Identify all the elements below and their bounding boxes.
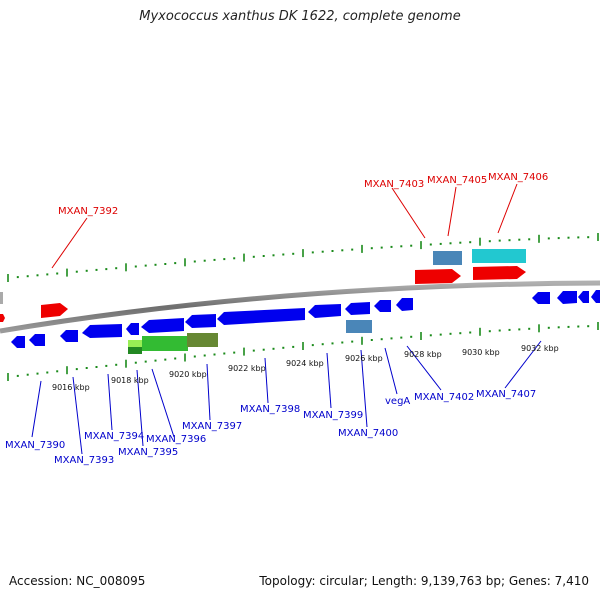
gene-arrow[interactable] xyxy=(29,334,45,346)
gene-block[interactable] xyxy=(128,347,142,354)
gene-label[interactable]: MXAN_7407 xyxy=(476,389,536,400)
scale-label: 9016 kbp xyxy=(52,383,90,392)
genome-summary: Topology: circular; Length: 9,139,763 bp… xyxy=(259,574,589,588)
scale-label: 9032 kbp xyxy=(521,344,559,353)
reverse-gene-labels: MXAN_7390 MXAN_7393 MXAN_7394 MXAN_7395 … xyxy=(5,389,536,466)
scale-label: 9022 kbp xyxy=(228,364,266,373)
gene-block[interactable] xyxy=(472,249,526,263)
genome-backbone xyxy=(0,280,600,334)
forward-tick-track xyxy=(7,233,599,282)
gene-label[interactable]: MXAN_7405 xyxy=(427,175,487,186)
forward-gene-labels: MXAN_7392 MXAN_7403 MXAN_7405 MXAN_7406 xyxy=(58,172,548,217)
gene-label[interactable]: MXAN_7399 xyxy=(303,410,363,421)
gene-arrow[interactable] xyxy=(217,308,305,325)
scale-label: 9024 kbp xyxy=(286,359,324,368)
gene-label[interactable]: MXAN_7400 xyxy=(338,428,398,439)
accession-label: Accession: NC_008095 xyxy=(9,574,146,588)
gene-label[interactable]: MXAN_7398 xyxy=(240,404,300,415)
scale-labels: 9016 kbp 9018 kbp 9020 kbp 9022 kbp 9024… xyxy=(52,344,559,392)
gene-label[interactable]: MXAN_7406 xyxy=(488,172,548,183)
gene-arrow[interactable] xyxy=(415,269,461,284)
gene-arrow[interactable] xyxy=(11,336,25,348)
gene-arrow[interactable] xyxy=(126,323,139,335)
gene-arrow[interactable] xyxy=(41,303,68,318)
gene-arrow[interactable] xyxy=(557,291,577,304)
gene-label[interactable]: MXAN_7396 xyxy=(146,434,206,445)
gene-arrow[interactable] xyxy=(0,314,5,322)
scale-label: 9020 kbp xyxy=(169,370,207,379)
gene-fragment xyxy=(0,292,3,304)
gene-arrow[interactable] xyxy=(82,324,122,338)
scale-label: 9028 kbp xyxy=(404,350,442,359)
gene-block[interactable] xyxy=(142,336,188,351)
scale-label: 9018 kbp xyxy=(111,376,149,385)
gene-arrow[interactable] xyxy=(578,291,589,303)
gene-arrow[interactable] xyxy=(185,314,216,328)
gene-block[interactable] xyxy=(346,320,372,333)
gene-label[interactable]: vegA xyxy=(385,396,410,407)
gene-arrow[interactable] xyxy=(60,330,78,342)
gene-label[interactable]: MXAN_7397 xyxy=(182,421,242,432)
reverse-genes xyxy=(11,290,600,354)
label-leader-lines xyxy=(31,183,542,455)
gene-label[interactable]: MXAN_7402 xyxy=(414,392,474,403)
gene-arrow[interactable] xyxy=(345,302,370,315)
gene-arrow[interactable] xyxy=(141,318,184,333)
scale-tick-track xyxy=(7,322,599,381)
gene-arrow[interactable] xyxy=(473,266,526,280)
gene-label[interactable]: MXAN_7403 xyxy=(364,179,424,190)
gene-arrow[interactable] xyxy=(396,298,413,311)
gene-arrow[interactable] xyxy=(591,290,600,303)
gene-block[interactable] xyxy=(433,251,462,265)
genome-title: Myxococcus xanthus DK 1622, complete gen… xyxy=(139,9,461,24)
gene-block[interactable] xyxy=(187,333,218,347)
gene-label[interactable]: MXAN_7395 xyxy=(118,447,178,458)
gene-label[interactable]: MXAN_7393 xyxy=(54,455,114,466)
gene-arrow[interactable] xyxy=(308,304,341,318)
scale-label: 9026 kbp xyxy=(345,354,383,363)
gene-label[interactable]: MXAN_7394 xyxy=(84,431,144,442)
forward-genes xyxy=(0,249,526,322)
scale-label: 9030 kbp xyxy=(462,348,500,357)
gene-label[interactable]: MXAN_7390 xyxy=(5,440,65,451)
gene-arrow[interactable] xyxy=(532,292,550,304)
gene-arrow[interactable] xyxy=(374,300,391,312)
gene-label[interactable]: MXAN_7392 xyxy=(58,206,118,217)
